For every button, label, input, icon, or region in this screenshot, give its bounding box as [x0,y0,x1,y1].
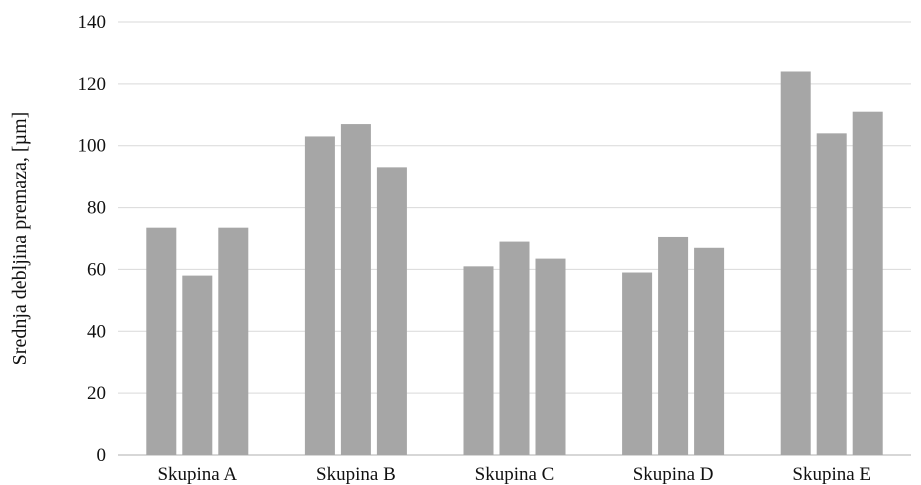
y-tick-label: 140 [78,12,107,33]
y-axis-ticks: 0 20 40 60 80 100 120 140 [78,12,107,466]
bars [146,71,883,456]
bar [622,272,653,455]
y-tick-label: 0 [97,445,107,466]
x-tick-label: Skupina C [475,464,555,485]
bar [780,71,811,455]
bar [463,266,494,455]
y-tick-label: 80 [87,198,106,219]
bar [146,227,177,455]
y-tick-label: 120 [78,74,107,95]
y-tick-label: 60 [87,259,106,280]
x-tick-label: Skupina E [792,464,871,485]
bar [340,124,371,456]
bar [658,236,689,455]
bar [499,241,530,455]
y-tick-label: 40 [87,321,106,342]
bar [304,136,335,455]
x-tick-label: Skupina D [633,464,714,485]
gridlines [118,21,911,456]
bar [376,167,407,455]
y-tick-label: 100 [78,136,107,157]
y-axis-title: Srednja debljina premaza, [µm] [9,112,31,366]
bar [182,275,213,455]
bar [535,258,566,455]
bar [852,111,883,455]
bar [694,247,725,455]
x-tick-label: Skupina B [316,464,396,485]
y-tick-label: 20 [87,383,106,404]
bar [816,133,847,456]
bar [218,227,249,455]
x-tick-label: Skupina A [157,464,237,485]
x-axis-ticks: Skupina A Skupina B Skupina C Skupina D Skup… [157,464,871,485]
